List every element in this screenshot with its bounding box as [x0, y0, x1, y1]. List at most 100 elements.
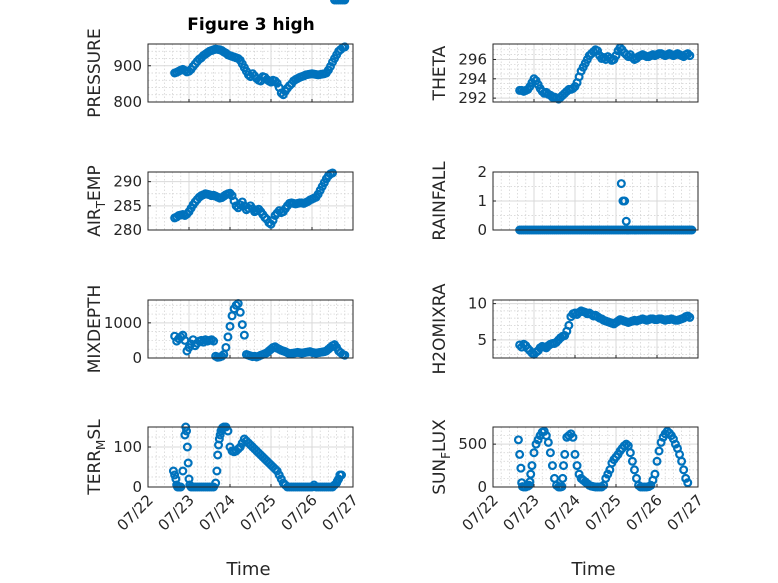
data-point: [558, 473, 568, 483]
data-point: [677, 456, 687, 466]
data-point: [515, 449, 525, 459]
x-tick-label: 07/27: [664, 491, 707, 534]
y-axis-label-main: H2OMIXRA: [430, 283, 450, 374]
data-point: [209, 336, 219, 346]
x-axis-label: Time: [225, 559, 270, 580]
y-axis-label-main: MIXDEPTH: [85, 285, 105, 374]
data-point: [328, 168, 338, 178]
data-point: [237, 320, 247, 330]
y-axis-label-subscript: M: [94, 440, 108, 450]
y-axis-label-tail: EMP: [85, 165, 105, 201]
y-axis-label: SUNFLUX: [430, 419, 453, 495]
data-point: [337, 470, 347, 480]
y-axis-label: AIRTEMP: [85, 165, 108, 236]
x-tick-label: 07/23: [500, 491, 543, 534]
data-point: [225, 321, 235, 331]
y-axis-label-main: AIR: [85, 208, 105, 237]
data-point: [529, 448, 539, 458]
y-tick-label: 290: [113, 173, 142, 191]
data-point: [340, 350, 350, 360]
x-tick-label: 07/22: [114, 491, 157, 534]
axes-frame: [492, 299, 699, 359]
data-point: [627, 456, 637, 466]
data-point: [527, 461, 537, 471]
y-axis-label: THETA: [430, 45, 450, 101]
axes-frame: [147, 299, 354, 359]
y-tick-label: 285: [113, 197, 142, 215]
x-tick-label: 07/26: [623, 491, 666, 534]
data-point: [272, 78, 282, 88]
x-tick-label: 07/22: [459, 491, 502, 534]
data-point: [182, 426, 192, 436]
y-tick-label: 500: [458, 435, 487, 453]
data-point: [572, 461, 582, 471]
y-tick-label: 1000: [104, 314, 142, 332]
y-tick-label: 10: [468, 295, 487, 313]
y-tick-label: 0: [132, 349, 142, 367]
y-tick-label: 900: [113, 57, 142, 75]
y-tick-label: 280: [113, 221, 142, 239]
data-point: [170, 470, 180, 480]
y-tick-label: 0: [132, 478, 142, 496]
data-point: [513, 435, 523, 445]
y-axis-label-subscript: F: [439, 452, 453, 459]
y-tick-label: 0: [477, 221, 487, 239]
data-point: [212, 466, 222, 476]
data-point: [625, 448, 635, 458]
data-point: [223, 426, 233, 436]
y-axis-label-main: THETA: [430, 45, 450, 101]
x-tick-label: 07/26: [278, 491, 321, 534]
y-axis-label-main: PRESSURE: [85, 28, 105, 117]
data-point: [570, 449, 580, 459]
axes-frame: [147, 171, 354, 231]
data-point: [183, 458, 193, 468]
y-axis-label: MIXDEPTH: [85, 285, 105, 374]
data-point: [620, 196, 630, 206]
data-point: [652, 456, 662, 466]
y-axis-label: TERRMSL: [85, 419, 108, 496]
y-tick-label: 296: [458, 50, 487, 68]
y-axis-label-main: SUN: [430, 459, 450, 495]
axes-frame: [147, 426, 354, 488]
data-point: [223, 332, 233, 342]
data-point: [568, 432, 578, 442]
y-tick-label: 292: [458, 89, 487, 107]
y-tick-label: 5: [477, 331, 487, 349]
y-axis-label: H2OMIXRA: [430, 283, 450, 374]
y-axis-label-subscript: T: [94, 200, 108, 209]
x-tick-label: 07/25: [582, 491, 625, 534]
figure-title: Figure 3 high: [187, 15, 315, 35]
subplot-7: 0 100 TERRMSL 07/2207/2307/2407/2507/2607/2…: [85, 419, 362, 580]
data-point: [616, 179, 626, 189]
data-point: [679, 465, 689, 475]
data-point: [526, 469, 536, 479]
y-tick-label: 0: [477, 478, 487, 496]
y-axis-label: PRESSURE: [85, 28, 105, 117]
x-tick-label: 07/24: [196, 491, 239, 534]
data-point: [168, 466, 178, 476]
x-tick-label: 07/27: [319, 491, 362, 534]
data-point: [516, 463, 526, 473]
data-point: [685, 51, 695, 61]
y-axis-label-main: TERR: [85, 450, 105, 496]
data-point: [560, 331, 570, 341]
data-point: [221, 342, 231, 352]
y-axis-label: RAINFALL: [430, 161, 450, 241]
data-point: [340, 0, 350, 5]
y-axis-label-main: RAINFALL: [430, 161, 450, 241]
y-tick-label: 800: [113, 93, 142, 111]
data-point: [325, 61, 335, 71]
subplot-6: 5 10 H2OMIXRA: [430, 283, 699, 375]
y-axis-label-tail: LUX: [430, 419, 450, 452]
data-point: [214, 434, 224, 444]
data-point: [685, 312, 695, 322]
y-tick-label: 2: [477, 163, 487, 181]
axes-frame: [147, 43, 354, 103]
data-point: [629, 465, 639, 475]
y-tick-label: 294: [458, 70, 487, 88]
data-point: [178, 466, 188, 476]
x-tick-label: 07/24: [541, 491, 584, 534]
